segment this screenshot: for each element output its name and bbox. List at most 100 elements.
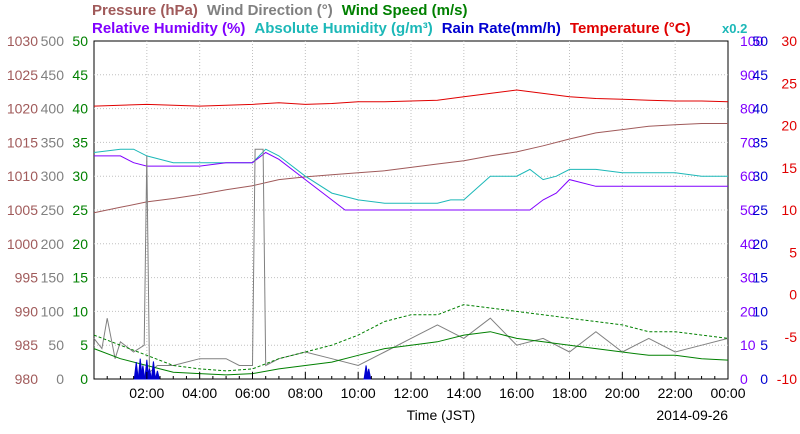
y-tick-label: 1000	[7, 236, 38, 252]
y-tick-label: 1010	[7, 168, 38, 184]
y-tick-label: 0	[789, 287, 797, 303]
y-tick-label: 35	[72, 134, 88, 150]
x-tick-label: 00:00	[710, 385, 745, 401]
legend-entry: Pressure (hPa)	[92, 2, 198, 19]
y-tick-label: 80	[740, 101, 756, 117]
series-line	[93, 148, 728, 204]
y-tick-label: 1025	[7, 67, 38, 83]
y-tick-label: 40	[740, 236, 756, 252]
y-tick-label: 15	[72, 270, 88, 286]
y-tick-label: 0	[80, 371, 88, 387]
y-tick-label: 10	[752, 303, 768, 319]
y-tick-label: 10	[740, 337, 756, 353]
series-line	[93, 89, 729, 107]
y-tick-label: 990	[15, 303, 39, 319]
rain-rate-spike	[146, 368, 153, 380]
y-tick-label: 5	[760, 337, 768, 353]
y-tick-label: 1030	[7, 33, 38, 49]
y-tick-label: 0	[760, 371, 768, 387]
y-tick-label: -5	[785, 329, 798, 345]
y-tick-label: 5	[789, 244, 797, 260]
x-tick-label: 06:00	[235, 385, 270, 401]
y-tick-label: 300	[41, 168, 65, 184]
y-tick-label: 5	[80, 337, 88, 353]
y-tick-label: 450	[41, 67, 65, 83]
y-tick-label: 250	[41, 202, 65, 218]
x-tick-label: 16:00	[499, 385, 534, 401]
y-tick-label: 50	[72, 33, 88, 49]
y-tick-label: 30	[740, 270, 756, 286]
y-tick-label: 25	[781, 75, 797, 91]
legend-entry: Wind Direction (°)	[207, 2, 333, 19]
y-tick-label: 1015	[7, 134, 38, 150]
y-tick-label: 40	[72, 101, 88, 117]
x-axis-label: Time (JST)	[407, 407, 476, 423]
y-tick-label: 50	[48, 337, 64, 353]
y-tick-label: 10	[781, 202, 797, 218]
y-tick-label: 1020	[7, 101, 38, 117]
rain-rate-spike	[150, 361, 156, 380]
y-tick-label: 400	[41, 101, 65, 117]
series-line	[93, 123, 728, 214]
x-tick-label: 04:00	[182, 385, 217, 401]
series-layer	[93, 89, 729, 380]
legend-entry: Absolute Humidity (g/m³)	[254, 20, 432, 37]
x-tick-label: 22:00	[658, 385, 693, 401]
y-tick-label: 985	[15, 337, 39, 353]
y-tick-label: 50	[752, 33, 768, 49]
y-tick-label: 995	[15, 270, 39, 286]
x-tick-label: 08:00	[288, 385, 323, 401]
x-tick-label: 14:00	[446, 385, 481, 401]
axes: 02:00 04:00 06:00 08:00 10:00 12:00 14:00 16:00…	[7, 33, 797, 401]
y-tick-label: 350	[41, 134, 65, 150]
y-tick-label: 20	[72, 236, 88, 252]
y-tick-label: 10	[72, 303, 88, 319]
y-tick-label: 50	[740, 202, 756, 218]
y-tick-label: 25	[72, 202, 88, 218]
y-tick-label: 30	[781, 33, 797, 49]
y-tick-label: 0	[740, 371, 748, 387]
y-tick-label: 980	[15, 371, 39, 387]
legend-entry: Wind Speed (m/s)	[342, 2, 468, 19]
y-tick-label: 20	[740, 303, 756, 319]
y-tick-label: 20	[781, 118, 797, 134]
x-tick-label: 02:00	[129, 385, 164, 401]
series-line	[93, 304, 729, 372]
y-tick-label: 15	[752, 270, 768, 286]
rain-rate-spike	[140, 365, 146, 380]
series-line	[94, 151, 728, 211]
date-label: 2014-09-26	[656, 407, 728, 423]
y-tick-label: 25	[752, 202, 768, 218]
y-tick-label: 70	[740, 134, 756, 150]
y-tick-label: 100	[740, 33, 764, 49]
rain-rate-spike	[133, 362, 139, 380]
rain-rate-spike	[366, 368, 372, 380]
y-tick-label: 0	[56, 371, 64, 387]
legend-entry: Temperature (°C)	[570, 20, 691, 37]
y-tick-label: 30	[752, 168, 768, 184]
multiplier-note: x0.2	[722, 21, 747, 36]
x-tick-label: 10:00	[341, 385, 376, 401]
y-tick-label: 15	[781, 160, 797, 176]
legend-entry: Relative Humidity (%)	[92, 20, 245, 37]
y-tick-label: 200	[41, 236, 65, 252]
y-tick-label: 90	[740, 67, 756, 83]
rain-rate-spike	[154, 370, 161, 380]
x-tick-label: 20:00	[605, 385, 640, 401]
y-tick-label: 150	[41, 270, 65, 286]
y-tick-label: 1005	[7, 202, 38, 218]
y-tick-label: 30	[72, 168, 88, 184]
legend-entry: Rain Rate(mm/h)	[442, 20, 561, 37]
y-tick-label: 100	[41, 303, 65, 319]
y-tick-label: 45	[72, 67, 88, 83]
y-tick-label: 35	[752, 134, 768, 150]
y-tick-label: 60	[740, 168, 756, 184]
y-tick-label: 45	[752, 67, 768, 83]
legend: Pressure (hPa) Wind Direction (°) Wind Spe…	[92, 2, 691, 37]
y-tick-label: -10	[777, 371, 797, 387]
y-tick-label: 40	[752, 101, 768, 117]
y-tick-label: 500	[41, 33, 65, 49]
series-line	[93, 148, 729, 374]
x-tick-label: 18:00	[552, 385, 587, 401]
